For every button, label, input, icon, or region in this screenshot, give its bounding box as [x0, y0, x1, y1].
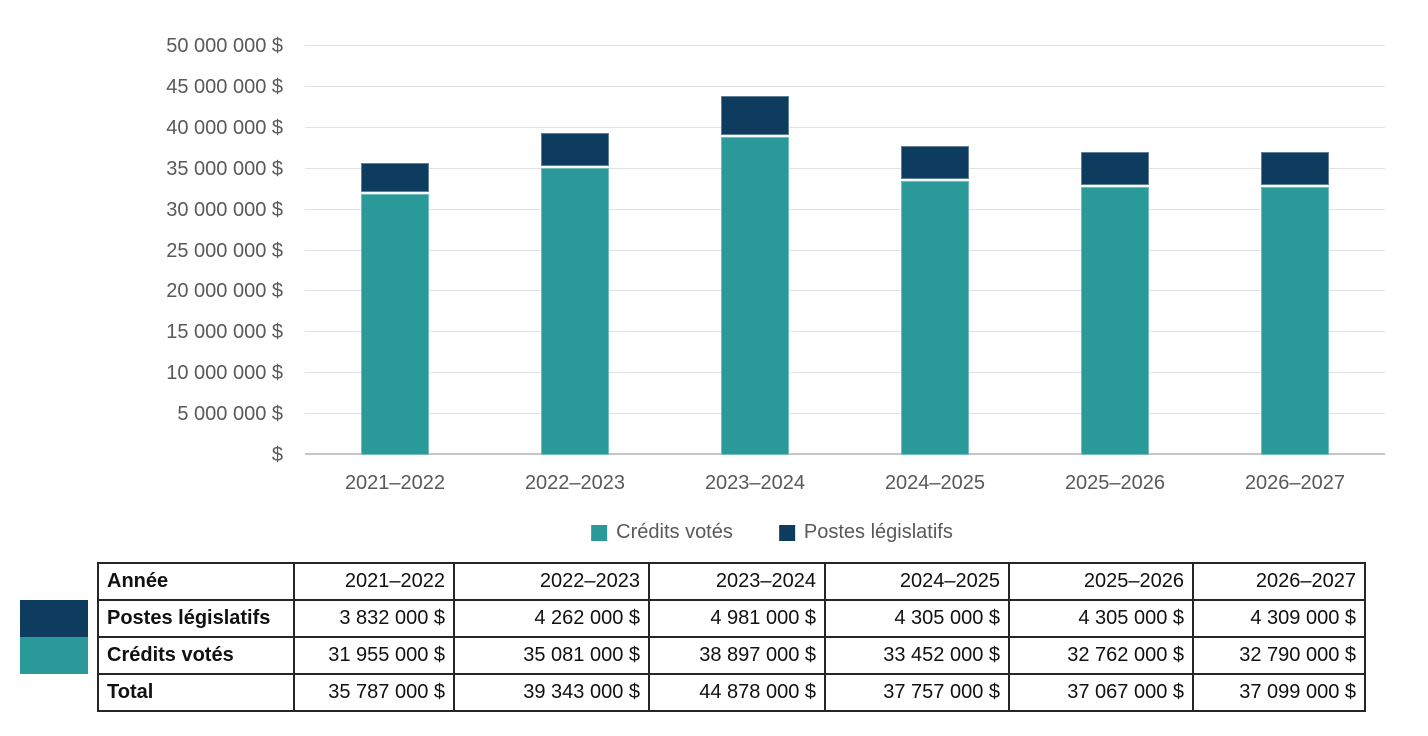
- x-axis-baseline: [305, 453, 1385, 455]
- table-header-2022-2023: 2022–2023: [453, 562, 650, 601]
- x-axis-label-2023-2024: 2023–2024: [704, 472, 806, 494]
- bar-group-2021-2022: [361, 46, 429, 455]
- bar-segment-credits-votes: [361, 194, 429, 455]
- row-label: Postes législatifs: [97, 599, 295, 638]
- legend-item-postes-l-gislatifs: Postes législatifs: [778, 521, 953, 544]
- gridline: [305, 290, 1385, 292]
- y-axis-tick-label: 15 000 000 $: [166, 321, 283, 344]
- table-cell: 32 762 000 $: [1008, 636, 1194, 675]
- y-axis-tick-label: 45 000 000 $: [166, 75, 283, 98]
- gridline: [305, 85, 1385, 87]
- table-header-2025-2026: 2025–2026: [1008, 562, 1194, 601]
- table-cell: 38 897 000 $: [648, 636, 826, 675]
- table-header-2024-2025: 2024–2025: [824, 562, 1010, 601]
- table-row-total: Total 35 787 000 $39 343 000 $44 878 000 …: [97, 673, 1366, 712]
- y-axis-tick-label: 35 000 000 $: [166, 157, 283, 180]
- bar-group-2023-2024: [721, 46, 789, 455]
- gridline: [305, 167, 1385, 169]
- legend-swatch-icon: [778, 524, 795, 541]
- table-header-2021-2022: 2021–2022: [293, 562, 455, 601]
- row-label: Total: [97, 673, 295, 712]
- legend-item-cr-dits-vot-s: Crédits votés: [591, 521, 733, 544]
- x-axis-label-2022-2023: 2022–2023: [524, 472, 626, 494]
- bar-segment-credits-votes: [901, 181, 969, 455]
- x-axis-label-2024-2025: 2024–2025: [884, 472, 986, 494]
- table-header-2023-2024: 2023–2024: [648, 562, 826, 601]
- table-cell: 4 305 000 $: [824, 599, 1010, 638]
- bar-group-2022-2023: [541, 46, 609, 455]
- bar-segment-postes-legislatifs: [901, 146, 969, 181]
- chart-legend: Crédits votés Postes législatifs: [591, 521, 953, 544]
- y-axis-tick-label: 10 000 000 $: [166, 362, 283, 385]
- bar-segment-credits-votes: [1081, 187, 1149, 455]
- x-axis-label-2021-2022: 2021–2022: [344, 472, 446, 494]
- gridline: [305, 126, 1385, 128]
- gridline: [305, 331, 1385, 333]
- bar-segment-credits-votes: [541, 168, 609, 455]
- bar-segment-credits-votes: [721, 137, 789, 455]
- table-header-row: Année 2021–2022 2022–2023 2023–2024 2024–202…: [97, 562, 1366, 601]
- table-swatch-cr-dits-vot-s: [20, 637, 88, 674]
- bar-segment-postes-legislatifs: [361, 163, 429, 194]
- bar-segment-postes-legislatifs: [541, 133, 609, 168]
- gridline: [305, 208, 1385, 210]
- plot-area: [305, 45, 1385, 455]
- y-axis-tick-label: 25 000 000 $: [166, 239, 283, 262]
- table-cell: 35 081 000 $: [453, 636, 650, 675]
- bar-segment-postes-legislatifs: [1261, 152, 1329, 187]
- legend-swatch-icon: [591, 524, 608, 541]
- x-axis-label-2025-2026: 2025–2026: [1064, 472, 1166, 494]
- table-cell: 39 343 000 $: [453, 673, 650, 712]
- table-header-2026-2027: 2026–2027: [1192, 562, 1366, 601]
- table-row-cr-dits-vot-s: Crédits votés 31 955 000 $35 081 000 $38 …: [97, 636, 1366, 675]
- y-axis-tick-label: 30 000 000 $: [166, 198, 283, 221]
- y-axis-tick-label: 5 000 000 $: [177, 403, 283, 426]
- budget-stacked-bar-chart: $5 000 000 $ 10 000 000 $ 15 000 000 $ 20 0…: [166, 35, 1385, 544]
- x-axis-label-2026-2027: 2026–2027: [1244, 472, 1346, 494]
- gridline: [305, 372, 1385, 374]
- table-row-postes-l-gislatifs: Postes législatifs 3 832 000 $4 262 000 $…: [97, 599, 1366, 638]
- y-axis-tick-label: $: [271, 444, 283, 466]
- budget-table: Année 2021–2022 2022–2023 2023–2024 2024–202…: [97, 562, 1366, 712]
- bar-segment-postes-legislatifs: [1081, 152, 1149, 187]
- table-cell: 3 832 000 $: [293, 599, 455, 638]
- bar-group-2024-2025: [901, 46, 969, 455]
- budget-table-section: Année 2021–2022 2022–2023 2023–2024 2024–202…: [0, 562, 1428, 722]
- table-cell: 37 757 000 $: [824, 673, 1010, 712]
- table-swatch-postes-l-gislatifs: [20, 600, 88, 637]
- y-axis-tick-label: 40 000 000 $: [166, 116, 283, 139]
- bar-group-2025-2026: [1081, 46, 1149, 455]
- table-cell: 33 452 000 $: [824, 636, 1010, 675]
- bar-segment-credits-votes: [1261, 187, 1329, 455]
- gridline: [305, 413, 1385, 415]
- gridline: [305, 45, 1385, 46]
- table-cell: 35 787 000 $: [293, 673, 455, 712]
- table-cell: 37 099 000 $: [1192, 673, 1366, 712]
- legend-label: Postes législatifs: [803, 521, 953, 543]
- legend-label: Crédits votés: [616, 521, 733, 543]
- table-cell: 44 878 000 $: [648, 673, 826, 712]
- bar-segment-postes-legislatifs: [721, 96, 789, 137]
- table-header-annee: Année: [97, 562, 295, 601]
- bar-group-2026-2027: [1261, 46, 1329, 455]
- table-cell: 4 981 000 $: [648, 599, 826, 638]
- table-cell: 31 955 000 $: [293, 636, 455, 675]
- table-cell: 4 305 000 $: [1008, 599, 1194, 638]
- table-cell: 32 790 000 $: [1192, 636, 1366, 675]
- y-axis-tick-label: 20 000 000 $: [166, 280, 283, 303]
- table-cell: 4 262 000 $: [453, 599, 650, 638]
- row-label: Crédits votés: [97, 636, 295, 675]
- y-axis-tick-label: 50 000 000 $: [166, 35, 283, 57]
- table-cell: 37 067 000 $: [1008, 673, 1194, 712]
- gridline: [305, 249, 1385, 251]
- table-cell: 4 309 000 $: [1192, 599, 1366, 638]
